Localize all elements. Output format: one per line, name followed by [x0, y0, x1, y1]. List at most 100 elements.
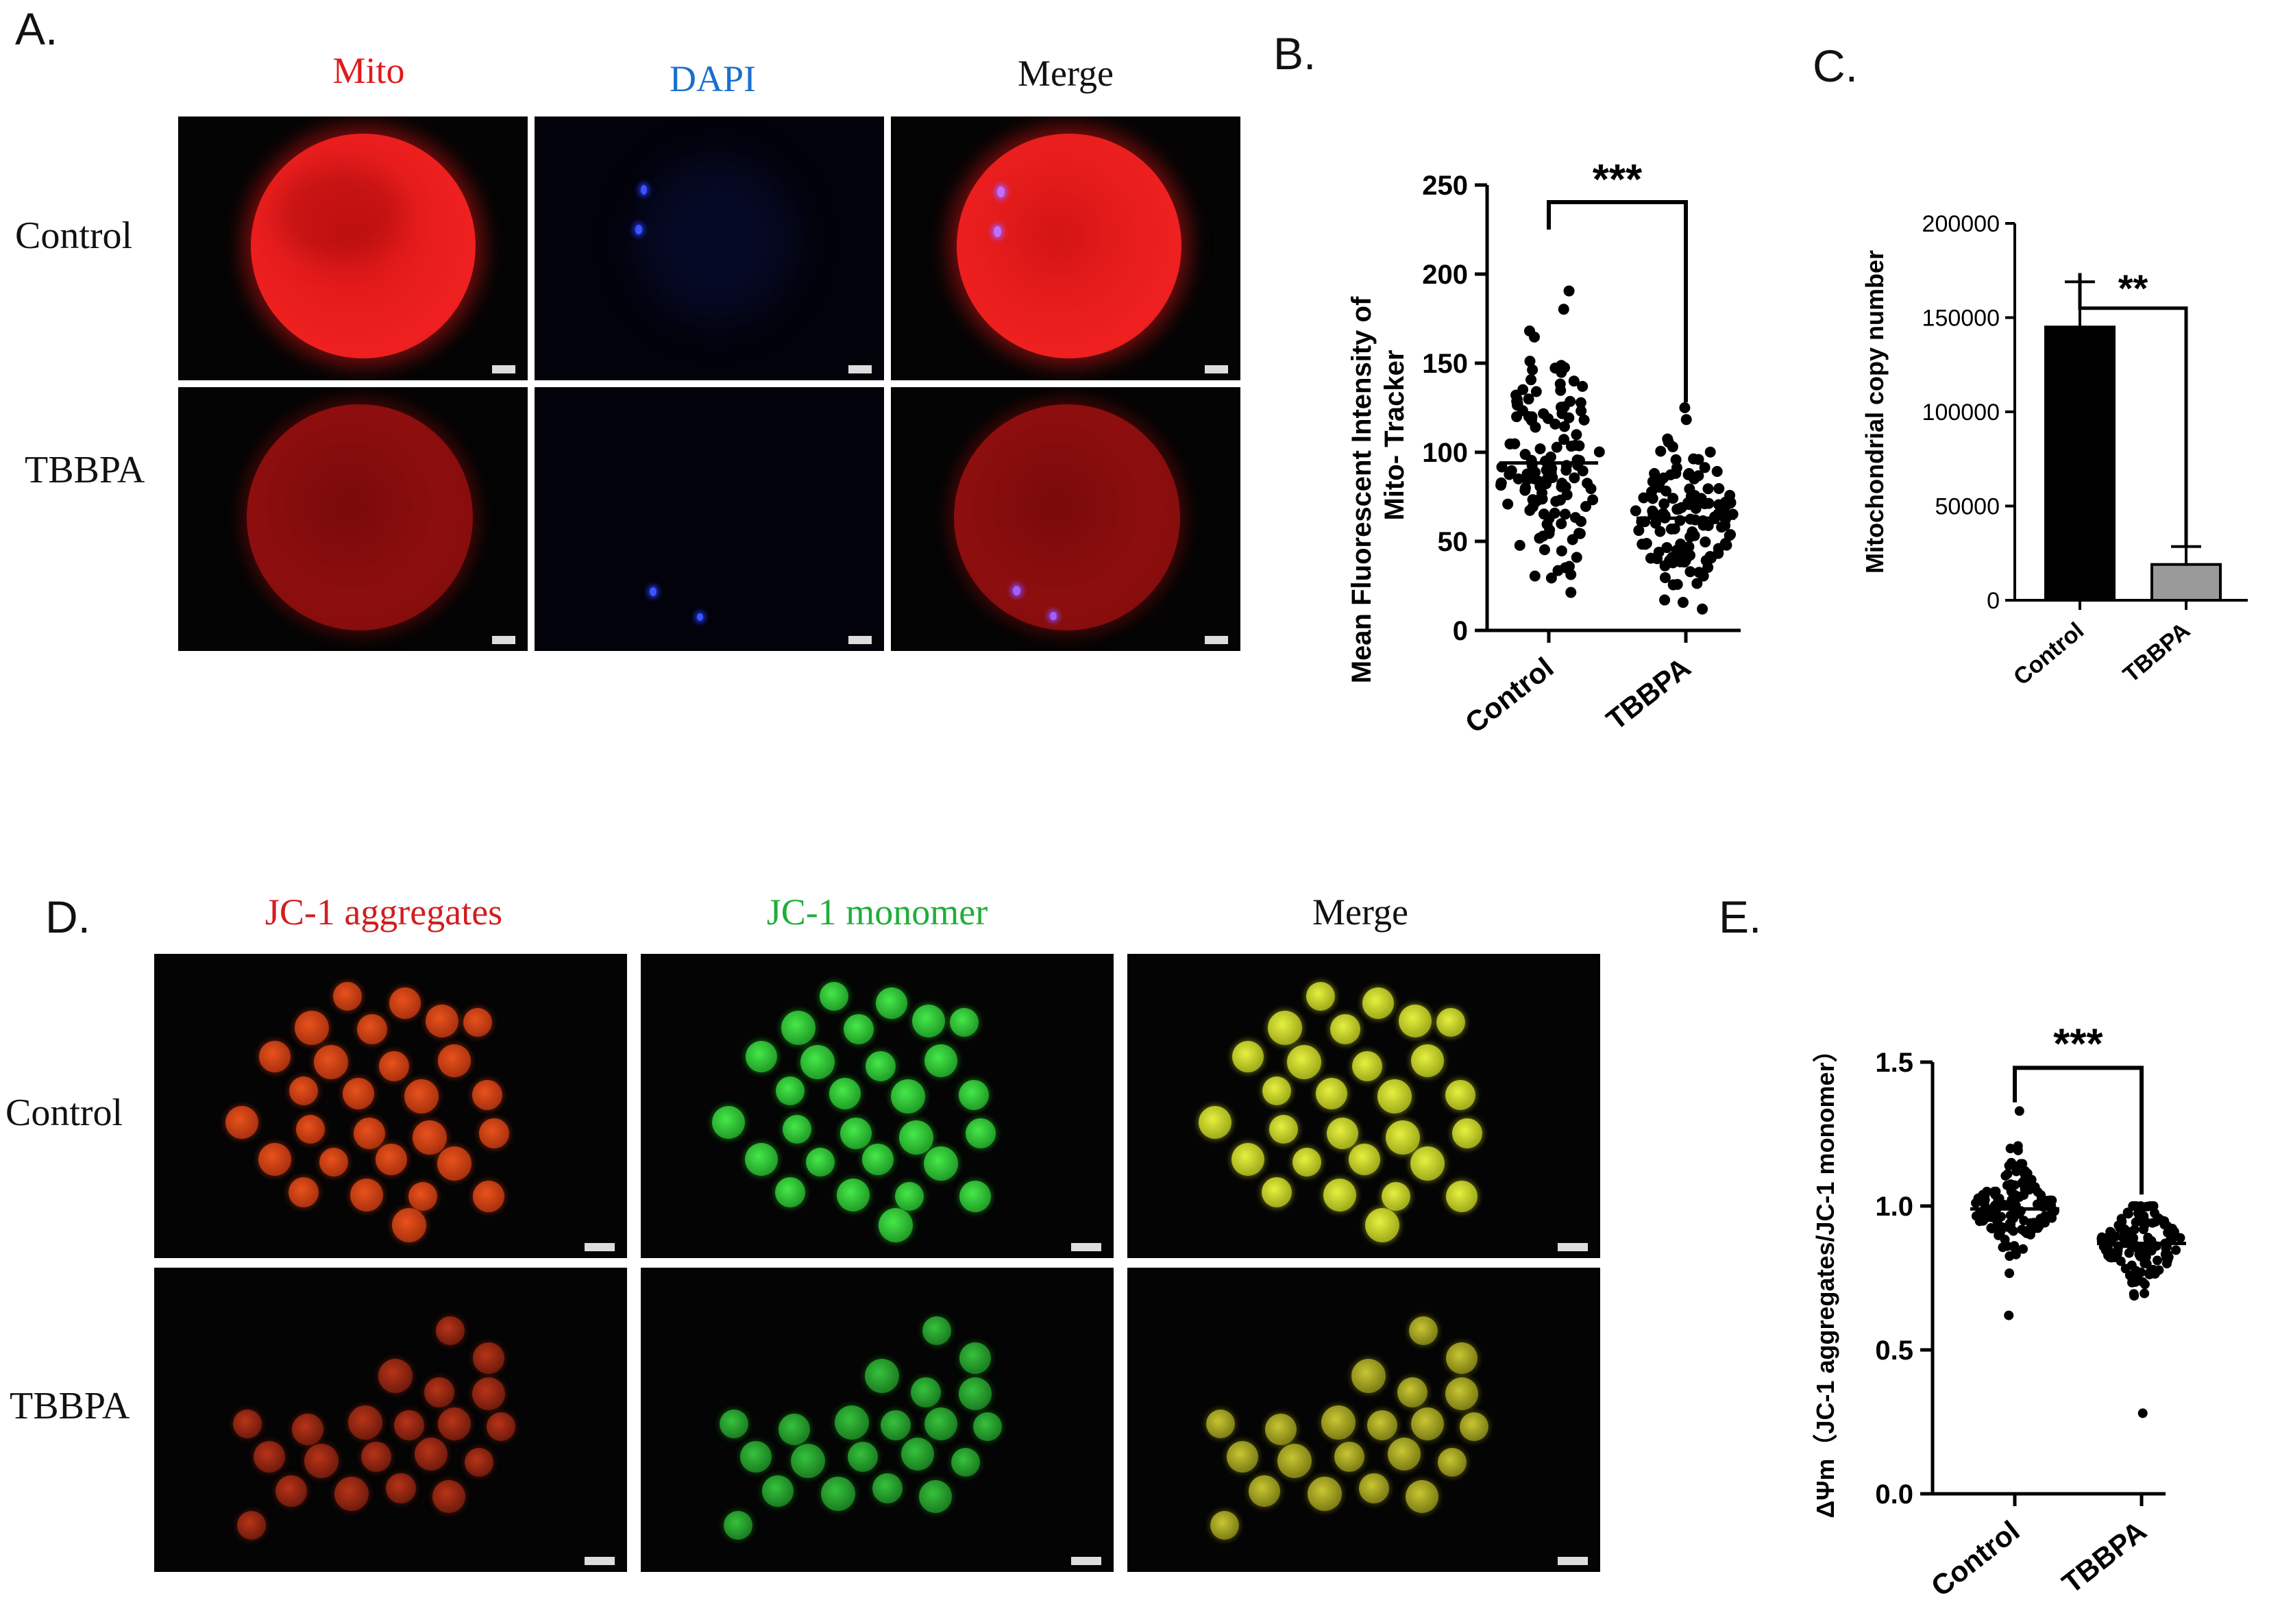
- x-tick-label: TBBPA: [2056, 1514, 2152, 1599]
- data-point: [1555, 402, 1567, 413]
- data-point: [1697, 603, 1708, 615]
- oocyte: [1268, 1011, 1302, 1045]
- data-point: [2124, 1227, 2134, 1237]
- oocyte: [959, 1080, 989, 1110]
- y-tick-label: 1.5: [1875, 1048, 1913, 1078]
- oocyte: [837, 1179, 870, 1211]
- y-tick-label: 50: [1438, 527, 1469, 557]
- oocyte: [292, 1414, 323, 1445]
- oocyte: [1262, 1076, 1291, 1105]
- oocyte: [1334, 1442, 1364, 1472]
- data-point: [2159, 1220, 2170, 1230]
- dapi-control-image: [535, 116, 884, 380]
- data-point: [1705, 552, 1717, 564]
- data-point: [1699, 462, 1711, 473]
- oocyte: [350, 1179, 383, 1211]
- x-tick-label: Control: [1459, 651, 1560, 739]
- significance-label: ***: [2053, 1020, 2103, 1068]
- data-point: [1713, 482, 1725, 494]
- oocyte: [862, 1144, 894, 1175]
- oocyte: [389, 987, 421, 1019]
- oocyte: [314, 1045, 348, 1079]
- y-axis-label-line-2: Mito- Tracker: [1380, 350, 1410, 521]
- data-point: [2019, 1216, 2029, 1226]
- oocyte: [1323, 1179, 1356, 1211]
- data-point: [1704, 446, 1716, 458]
- panel-a-row-tbbpa: TBBPA: [25, 449, 145, 491]
- oocyte: [1349, 1144, 1380, 1175]
- data-point: [1677, 597, 1689, 608]
- data-point: [1565, 395, 1576, 407]
- data-point: [2150, 1208, 2160, 1218]
- oocyte: [472, 1080, 502, 1110]
- oocyte: [1206, 1410, 1235, 1438]
- data-point: [1687, 526, 1698, 538]
- oocyte: [259, 1041, 291, 1072]
- oocyte: [1306, 982, 1335, 1011]
- oocyte: [1411, 1407, 1444, 1440]
- panel-d-col-monomer: JC-1 monomer: [766, 891, 988, 933]
- data-point: [1667, 579, 1679, 591]
- oocyte: [254, 1441, 285, 1473]
- data-point: [2018, 1159, 2028, 1169]
- oocyte: [289, 1177, 319, 1207]
- data-point: [1693, 567, 1705, 578]
- data-point: [1670, 467, 1682, 479]
- oocyte: [959, 1181, 991, 1212]
- oocyte: [1362, 987, 1394, 1019]
- data-point: [1543, 513, 1555, 524]
- oocyte: [901, 1438, 934, 1471]
- data-point: [1558, 304, 1569, 315]
- oocyte: [348, 1405, 382, 1440]
- oocyte: [1292, 1148, 1321, 1177]
- data-point: [1661, 542, 1673, 554]
- oocyte: [289, 1076, 318, 1105]
- data-point: [2137, 1277, 2148, 1287]
- oocyte: [392, 1208, 426, 1242]
- oocyte: [924, 1146, 958, 1181]
- mito-control-image: [178, 116, 528, 380]
- y-axis-label: Mitochondrial copy number: [1861, 250, 1889, 574]
- oocyte: [333, 982, 362, 1011]
- data-point: [2131, 1201, 2142, 1211]
- data-point: [1565, 441, 1577, 452]
- oocyte: [479, 1118, 509, 1148]
- data-point: [1502, 498, 1514, 510]
- oocyte: [354, 1118, 385, 1149]
- data-point: [1702, 562, 1714, 574]
- oocyte: [378, 1359, 413, 1393]
- data-point: [1724, 489, 1736, 501]
- data-point: [1510, 389, 1522, 401]
- data-point: [2006, 1224, 2016, 1234]
- oocyte: [783, 1115, 811, 1144]
- data-point: [2000, 1234, 2010, 1244]
- data-point: [1654, 482, 1665, 493]
- jc1-aggregates-tbbpa-image: [154, 1268, 627, 1572]
- oocyte: [1386, 1120, 1420, 1155]
- oocyte: [361, 1442, 391, 1472]
- data-point: [2146, 1269, 2156, 1279]
- oocyte: [465, 1448, 493, 1477]
- oocyte: [1308, 1477, 1342, 1511]
- oocyte: [473, 1181, 504, 1212]
- y-tick-label: 200000: [1922, 211, 2000, 237]
- data-point: [2148, 1201, 2159, 1211]
- data-point: [1690, 502, 1702, 514]
- data-point: [1534, 480, 1546, 492]
- oocyte: [848, 1442, 878, 1472]
- data-point: [2004, 1310, 2014, 1320]
- data-point: [2005, 1198, 2015, 1209]
- data-point: [1576, 516, 1587, 528]
- data-point: [1658, 508, 1669, 519]
- data-point: [2042, 1211, 2052, 1221]
- oocyte: [745, 1143, 778, 1176]
- panel-a-label: A.: [15, 3, 58, 54]
- oocyte: [872, 1473, 903, 1503]
- data-point: [1578, 414, 1590, 426]
- jc1-merge-tbbpa-image: [1127, 1268, 1600, 1572]
- oocyte: [386, 1473, 416, 1503]
- y-tick-label: 100000: [1922, 399, 2000, 426]
- oocyte: [712, 1106, 745, 1139]
- oocyte: [911, 1377, 941, 1407]
- x-tick-label: Control: [1925, 1514, 2026, 1603]
